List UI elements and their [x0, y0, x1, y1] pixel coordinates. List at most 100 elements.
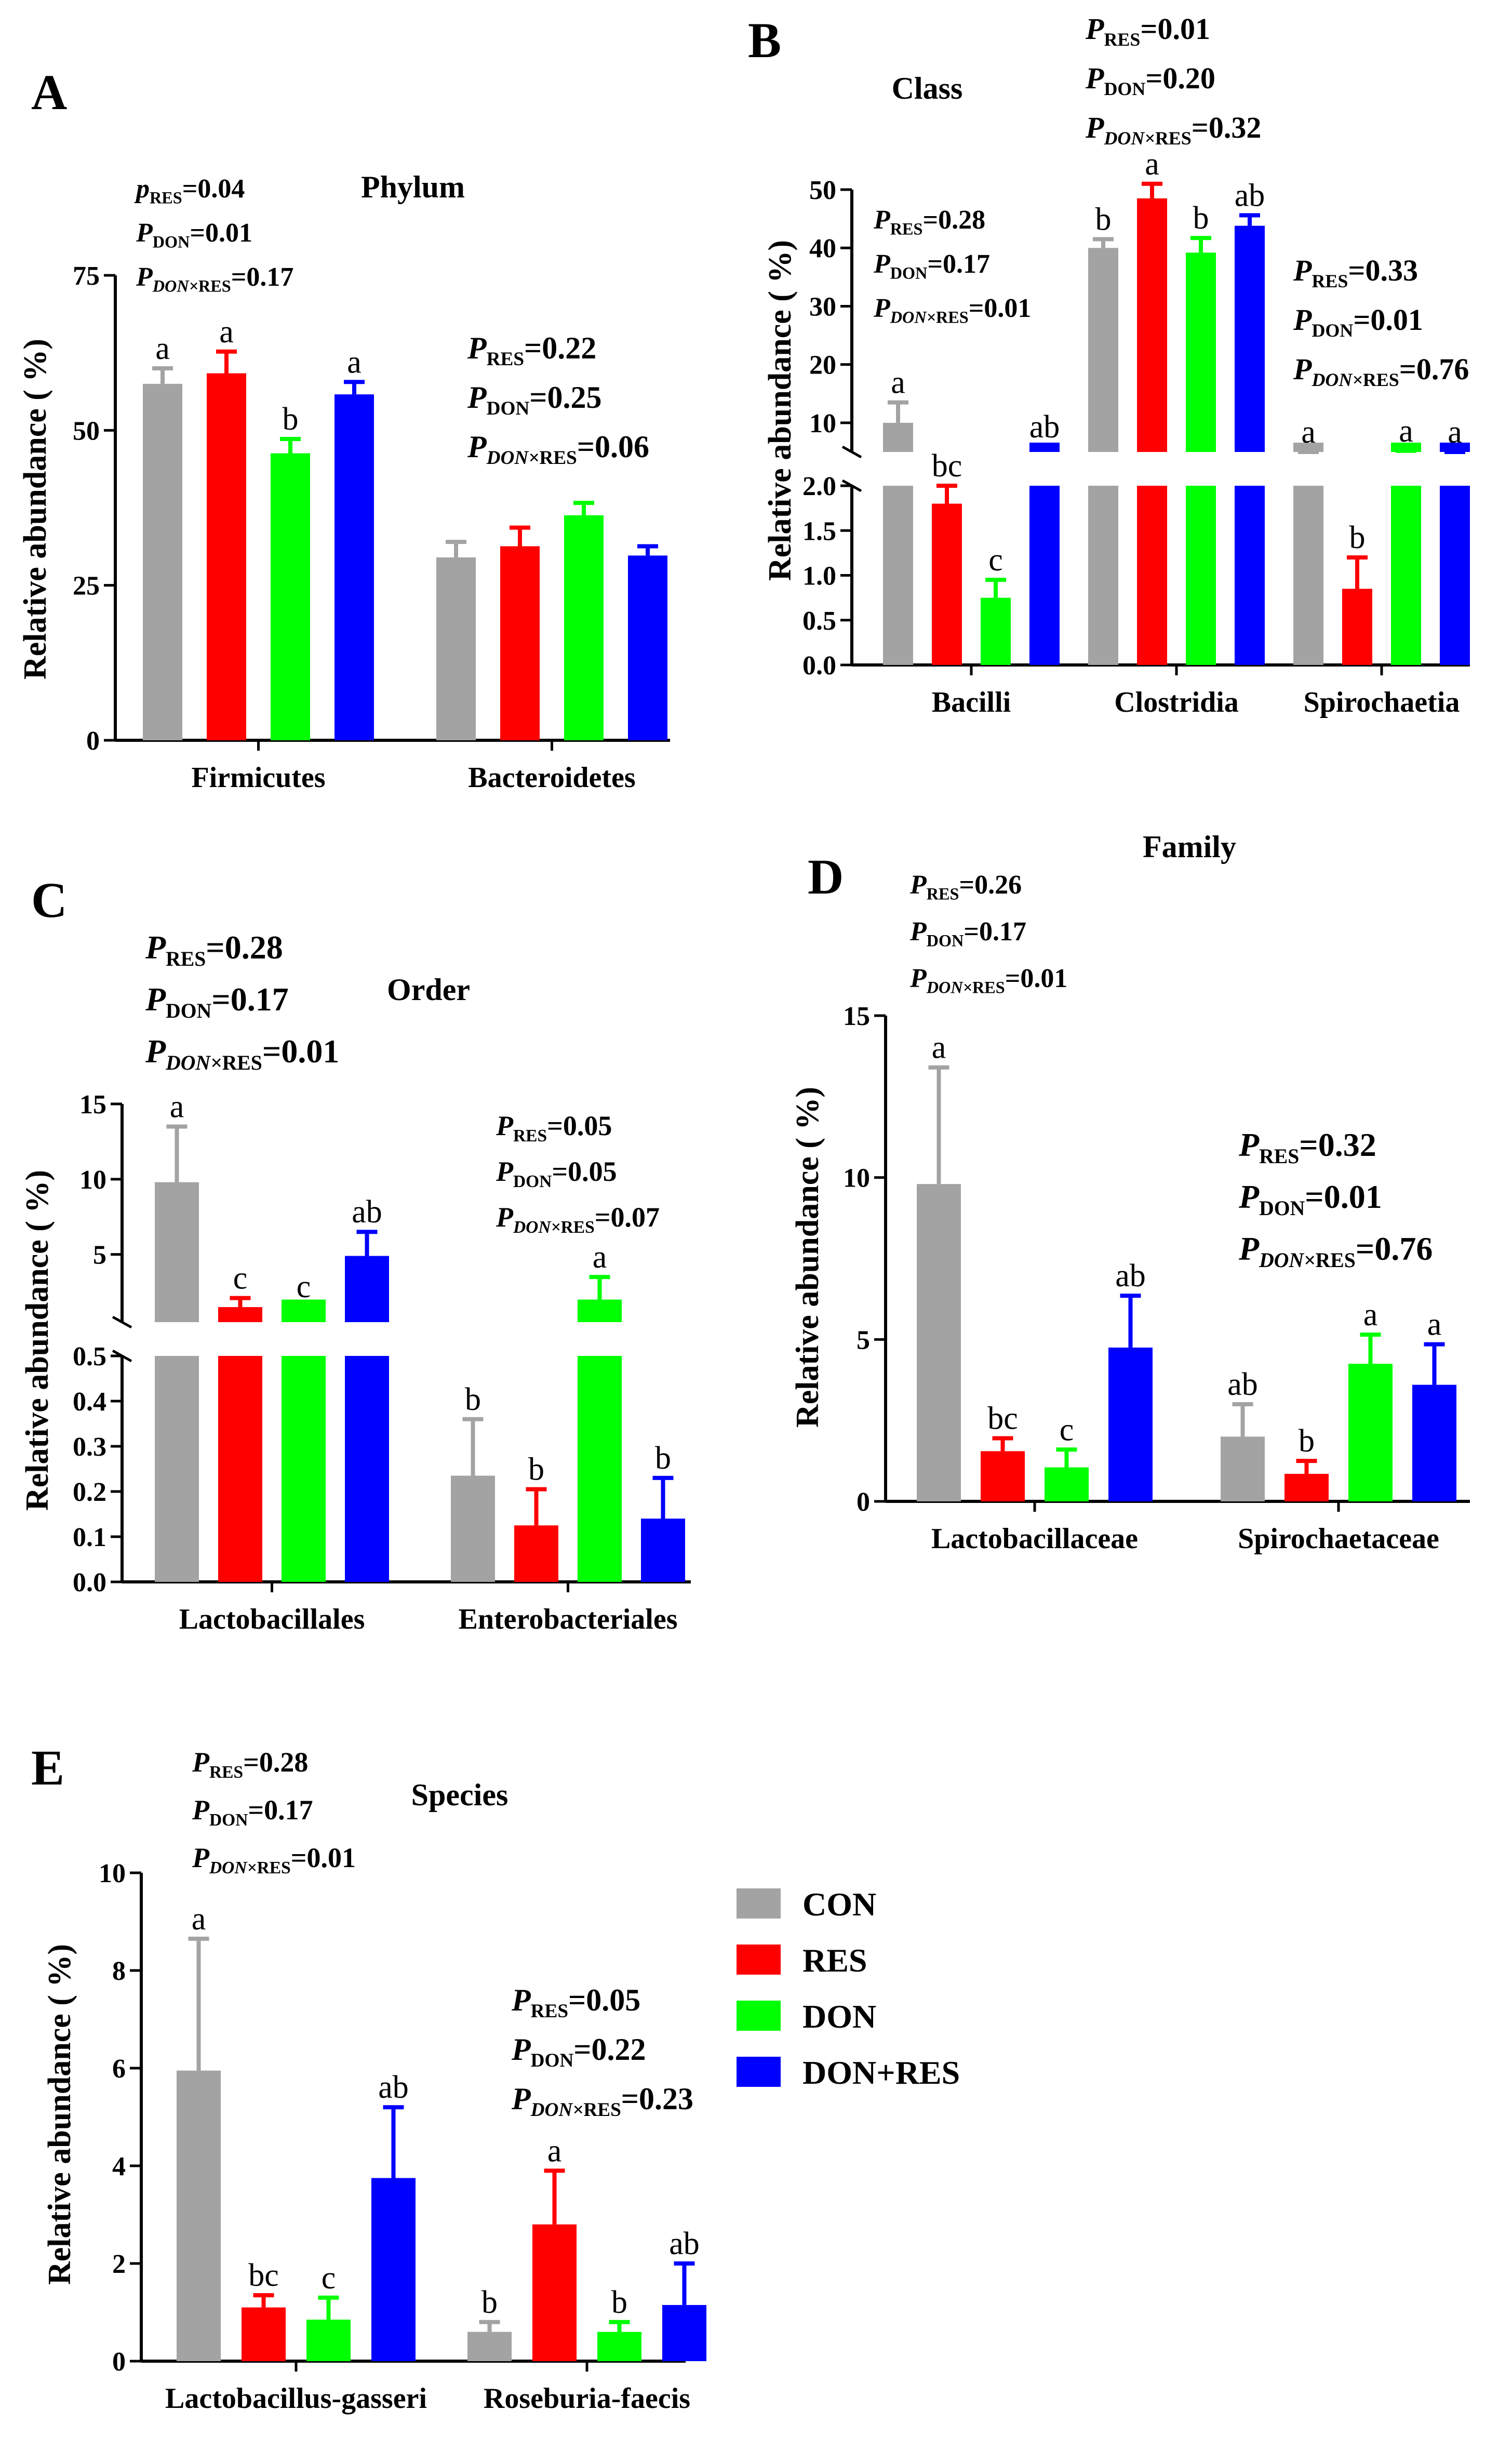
p-value: =0.25	[529, 380, 601, 415]
bar-DON-Bacilli	[981, 597, 1011, 665]
p-subscript: DON×RES	[513, 1218, 595, 1237]
y-tick-label: 4	[112, 2152, 126, 2181]
significance-letter: c	[297, 1269, 311, 1304]
p-letter: P	[467, 430, 487, 464]
bar-DON-Lactobacillus-gasseri	[306, 2320, 351, 2361]
y-tick-label: 0.4	[73, 1387, 106, 1417]
p-subscript: RES	[927, 884, 959, 903]
p-value-line: PRES=0.26	[909, 870, 1022, 903]
p-subscript: DON	[531, 2050, 574, 2071]
bar-CON-Clostridia-upper	[1088, 248, 1118, 452]
p-value-line: PDON=0.25	[467, 380, 602, 419]
bar-DON-Clostridia-upper	[1186, 252, 1216, 452]
significance-letter: ab	[669, 2226, 700, 2261]
significance-letter: c	[1060, 1412, 1074, 1447]
p-subscript: RES	[150, 188, 182, 207]
legend-swatch	[737, 1888, 781, 1919]
p-letter: P	[873, 294, 891, 323]
p-letter: P	[873, 205, 891, 235]
p-sub-part: RES	[1155, 128, 1192, 149]
p-letter: P	[873, 249, 891, 279]
legend-label: DON+RES	[802, 2054, 960, 2091]
bar-DON-Roseburia-faecis	[597, 2332, 641, 2361]
significance-letter: ab	[1235, 178, 1265, 213]
p-sub-part: RES	[257, 1858, 291, 1877]
panel-letter: E	[31, 1740, 64, 1795]
bar-DON-Clostridia-lower	[1186, 486, 1216, 665]
p-value-line: PRES=0.01	[1085, 12, 1210, 50]
p-letter: P	[511, 1983, 531, 2017]
p-letter: P	[1293, 303, 1312, 337]
bar-CON-Spirochaetaceae	[1221, 1436, 1265, 1501]
p-letter: P	[1085, 111, 1104, 144]
p-letter: P	[496, 1110, 514, 1141]
y-tick-label: 2	[112, 2249, 126, 2279]
panel-title: Phylum	[361, 170, 465, 204]
bar-CON-Bacilli-upper	[883, 422, 913, 452]
significance-letter: a	[1399, 414, 1413, 449]
y-tick-label: 0.2	[73, 1477, 106, 1507]
category-label: Lactobacillales	[179, 1603, 365, 1635]
p-subscript: DON	[1104, 78, 1145, 99]
y-tick-label: 0.1	[73, 1523, 106, 1552]
p-subscript: DON×RES	[152, 276, 231, 295]
bar-DON+RES-Bacteroidetes	[628, 555, 667, 740]
p-subscript: RES	[531, 2001, 568, 2022]
bar-DON+RES-Clostridia-upper	[1235, 225, 1265, 452]
legend-label: DON	[802, 1998, 876, 2035]
p-subscript: DON×RES	[1259, 1249, 1356, 1272]
p-sub-part: RES	[583, 2099, 621, 2121]
bar-DON-Lactobacillales-lower	[282, 1356, 326, 1582]
p-letter: P	[909, 964, 927, 993]
p-sub-part: RES	[1316, 1249, 1356, 1272]
significance-letter: a	[170, 1089, 184, 1124]
category-label: Bacilli	[932, 686, 1011, 718]
p-letter: P	[511, 2032, 531, 2067]
y-tick-label: 0	[112, 2347, 126, 2377]
p-value: =0.05	[547, 1110, 612, 1141]
y-axis-label: Relative abundance ( %)	[20, 1170, 55, 1511]
y-tick-label: 20	[809, 351, 836, 380]
bar-CON-Bacilli-lower	[883, 486, 913, 665]
y-tick-label: 10	[79, 1165, 106, 1195]
significance-letter: ab	[352, 1194, 382, 1230]
p-value: =0.76	[1399, 352, 1469, 386]
panel-A: 0 25 50 75 a a b a Firmicutes Bacteroidetes	[73, 261, 670, 794]
y-tick-label: 50	[809, 176, 836, 205]
p-value: =0.01	[1305, 1178, 1382, 1215]
p-letter: p	[134, 174, 150, 204]
p-letter: P	[192, 1842, 210, 1873]
bar-DON-Enterobacteriales-lower	[578, 1356, 622, 1582]
p-subscript: RES	[487, 349, 524, 370]
p-value-line: PDON=0.01	[1238, 1178, 1382, 1220]
p-sub-part: RES	[539, 447, 577, 469]
p-letter: P	[1085, 61, 1104, 95]
p-value: =0.06	[577, 430, 649, 464]
category-label: Spirochaetia	[1304, 686, 1460, 718]
p-value-line: pRES=0.04	[134, 174, 245, 207]
p-value: =0.28	[206, 929, 283, 966]
bar-DON+RES-Enterobacteriales	[641, 1519, 685, 1582]
bar-RES-Lactobacillus-gasseri	[242, 2307, 286, 2361]
y-tick-label: 0.0	[802, 651, 836, 681]
axis-break-mark	[112, 1315, 132, 1329]
bar-DON+RES-Spirochaetia-lower	[1440, 486, 1470, 665]
panel-title: Order	[387, 973, 470, 1007]
p-subscript: RES	[166, 948, 206, 970]
y-tick-label: 10	[843, 1164, 870, 1193]
category-label: Firmicutes	[191, 762, 325, 794]
y-tick-label: 1.5	[802, 516, 836, 546]
p-value: =0.17	[231, 262, 294, 292]
p-sub-part: DON×	[165, 1051, 222, 1074]
p-subscript: RES	[209, 1763, 243, 1782]
p-value-line: PDON=0.17	[192, 1794, 313, 1830]
bar-RES-Lactobacillales-upper	[218, 1307, 262, 1322]
p-sub-part: DON×	[530, 2099, 584, 2121]
y-tick-label: 6	[112, 2054, 126, 2084]
bar-DON-Spirochaetia-lower	[1391, 486, 1421, 665]
bar-DON-Firmicutes	[271, 453, 310, 740]
y-tick-label: 0	[86, 726, 100, 756]
